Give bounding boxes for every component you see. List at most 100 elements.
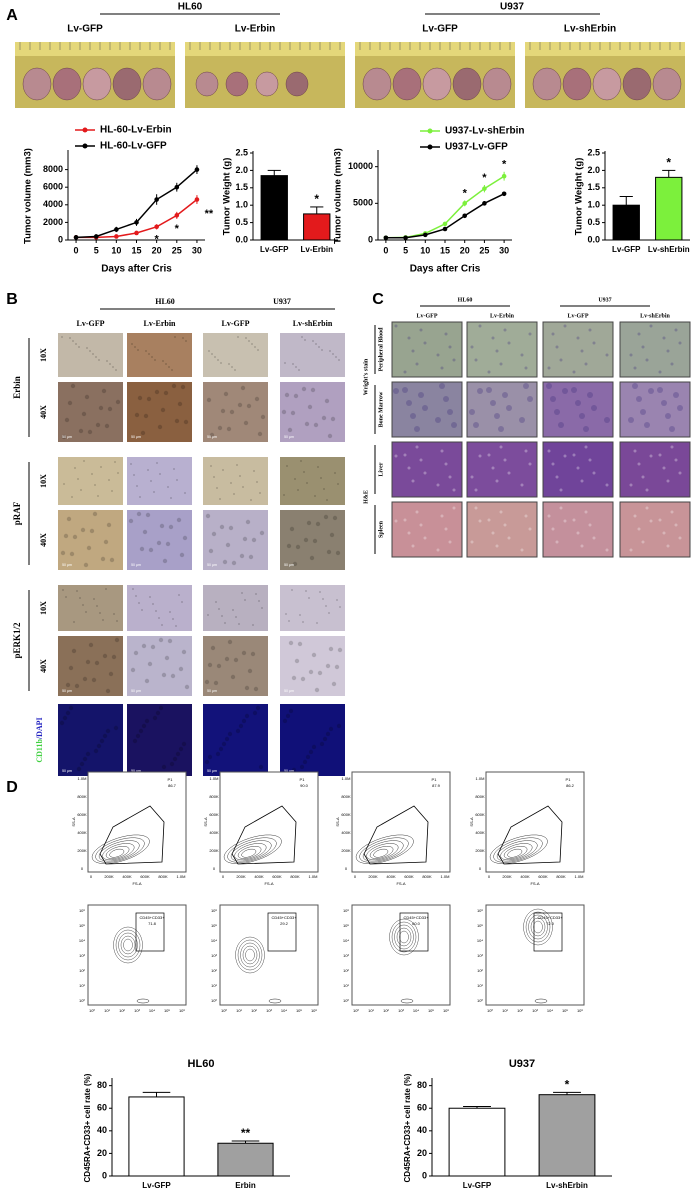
cell xyxy=(148,547,154,553)
y-tick-label: 1.5 xyxy=(235,182,248,192)
cell xyxy=(252,710,258,716)
cell xyxy=(473,422,479,428)
cell xyxy=(499,510,503,514)
cell xyxy=(633,514,637,518)
cell xyxy=(419,458,423,462)
micrograph xyxy=(280,636,345,696)
cell xyxy=(204,759,210,765)
cell xyxy=(174,336,176,338)
image-frame xyxy=(466,321,538,378)
population-label: CD45+CD33+ xyxy=(403,915,429,920)
cell xyxy=(172,618,174,620)
micrograph xyxy=(203,382,268,442)
tumor xyxy=(392,67,422,101)
tick-label: 0 xyxy=(90,874,93,879)
contour xyxy=(523,908,553,946)
y-tick-label: 2.5 xyxy=(587,147,600,157)
tick-label: 10² xyxy=(211,968,217,973)
tumor xyxy=(195,71,219,97)
cell xyxy=(592,536,596,540)
tick-label: 10⁰ xyxy=(89,1008,95,1013)
cell xyxy=(330,416,336,422)
cell xyxy=(306,482,308,484)
y-tick-label: 60 xyxy=(97,1103,107,1113)
x-tick-label: 15 xyxy=(440,245,450,255)
cell xyxy=(649,324,653,328)
cell xyxy=(72,340,74,342)
tick-label: 10¹ xyxy=(368,1008,374,1013)
cell xyxy=(633,366,637,370)
cell xyxy=(666,544,670,548)
cell xyxy=(452,358,456,362)
cell xyxy=(224,736,230,742)
cell xyxy=(147,469,149,471)
scale-bar-label: 50 μm xyxy=(207,769,217,773)
cell xyxy=(151,356,153,358)
cell xyxy=(605,353,609,357)
point xyxy=(482,186,487,191)
point xyxy=(442,226,448,232)
cell xyxy=(144,718,150,724)
cell xyxy=(177,401,183,407)
cell xyxy=(393,388,399,394)
tick-label: 400K xyxy=(254,874,264,879)
micrograph xyxy=(620,502,690,557)
y-tick-label: 0 xyxy=(58,234,63,244)
image-frame xyxy=(619,381,691,438)
column-label: Lv-GFP xyxy=(568,313,589,319)
contour xyxy=(230,840,272,862)
point xyxy=(174,184,180,190)
contour xyxy=(391,921,417,953)
tick-label: 1.0M xyxy=(441,874,450,879)
cell xyxy=(443,396,449,402)
cell xyxy=(168,366,170,368)
micrograph xyxy=(280,704,345,776)
gate-value: 87.9 xyxy=(432,783,441,788)
cell xyxy=(328,726,334,732)
cell xyxy=(572,453,576,457)
tick-label: 10⁴ xyxy=(413,1008,419,1013)
cell xyxy=(117,472,119,474)
image-frame xyxy=(619,501,691,558)
cell xyxy=(666,479,670,483)
group-label: HL60 xyxy=(155,297,175,306)
cell xyxy=(214,356,216,358)
y-tick-label: 0.5 xyxy=(235,217,248,227)
cell xyxy=(137,395,143,401)
y-tick-label: 80 xyxy=(97,1080,107,1090)
bar xyxy=(303,213,331,241)
cell xyxy=(140,430,146,436)
micrograph xyxy=(58,585,123,631)
cell xyxy=(97,495,99,497)
cell xyxy=(169,761,175,767)
gate xyxy=(363,805,429,865)
cell xyxy=(133,474,135,476)
cell xyxy=(662,531,666,535)
group-label: HL60 xyxy=(178,2,203,13)
bar xyxy=(217,1142,274,1177)
ruler xyxy=(355,42,515,56)
cell xyxy=(101,388,107,394)
cell xyxy=(300,676,306,682)
contour xyxy=(373,848,389,858)
cell xyxy=(92,353,94,355)
tick-label: 200K xyxy=(475,848,485,853)
cell xyxy=(154,359,156,361)
cell xyxy=(106,522,112,528)
cell xyxy=(160,407,166,413)
contour xyxy=(118,932,138,958)
tumor xyxy=(452,67,482,101)
tick-label: 10⁵ xyxy=(164,1008,170,1013)
cell xyxy=(297,641,303,647)
cell xyxy=(502,392,508,398)
x-tick-label: 10 xyxy=(420,245,430,255)
cell xyxy=(326,499,328,501)
plot-frame xyxy=(219,771,319,873)
y-tick-label: 20 xyxy=(417,1148,427,1158)
cell xyxy=(674,458,678,462)
contour xyxy=(113,926,143,964)
cell xyxy=(146,396,152,402)
cell xyxy=(89,528,95,534)
tick-label: 600K xyxy=(341,812,351,817)
scale-bar-label: 50 μm xyxy=(62,435,72,439)
